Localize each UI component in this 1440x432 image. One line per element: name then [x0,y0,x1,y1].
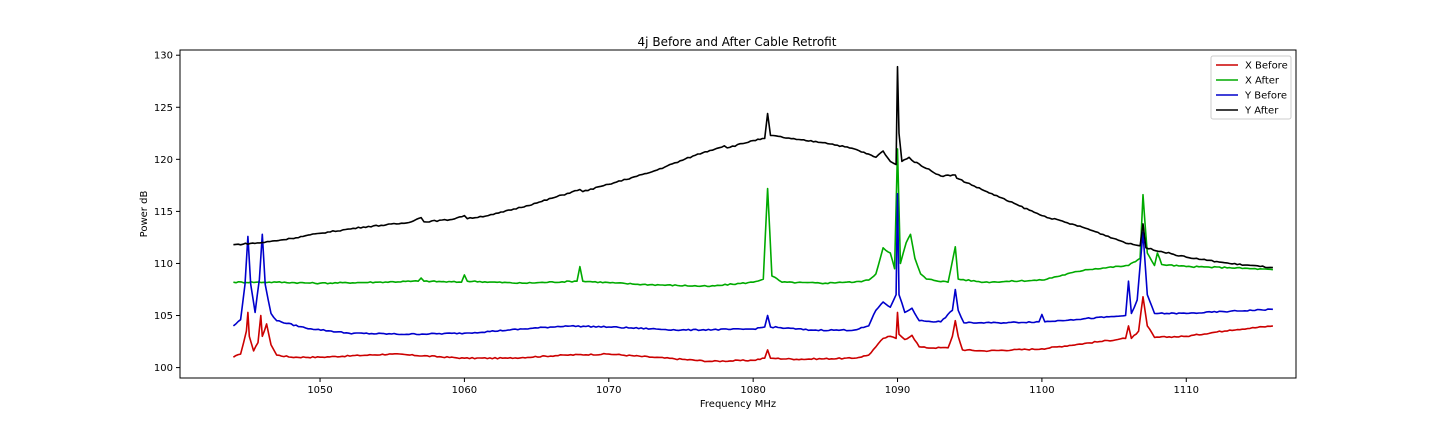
x-tick-label: 1110 [1174,385,1199,396]
series-line-y-after [233,65,1273,269]
y-tick-label: 125 [154,103,173,114]
legend-label: X Before [1245,61,1288,72]
chart-title: 4j Before and After Cable Retrofit [638,35,837,49]
legend-label: X After [1245,76,1280,87]
legend-box [1210,55,1292,120]
series-line-y-before [232,192,1273,336]
y-tick-label: 110 [154,259,173,270]
x-tick-label: 1050 [307,385,332,396]
x-tick-label: 1060 [452,385,477,396]
y-axis: 100 105 110 115 120 125 130 [154,51,180,374]
x-tick-label: 1100 [1029,385,1054,396]
series-layer [232,65,1274,363]
y-tick-label: 115 [154,207,173,218]
legend: X Before X After Y Before Y After [1210,55,1292,120]
x-tick-label: 1080 [740,385,765,396]
y-tick-label: 105 [154,311,173,322]
x-tick-label: 1090 [885,385,910,396]
x-axis-label: Frequency MHz [700,399,776,410]
x-tick-label: 1070 [596,385,621,396]
y-tick-label: 120 [154,155,173,166]
series-line-x-before [232,296,1274,363]
legend-label: Y After [1244,106,1279,117]
y-axis-label: Power dB [139,191,150,238]
y-tick-label: 130 [154,51,173,62]
plot-frame [179,49,1297,379]
legend-label: Y Before [1244,91,1287,102]
y-tick-label: 100 [154,363,173,374]
series-line-x-after [233,148,1274,288]
x-axis: 1050 1060 1070 1080 1090 1100 1110 [307,378,1199,396]
